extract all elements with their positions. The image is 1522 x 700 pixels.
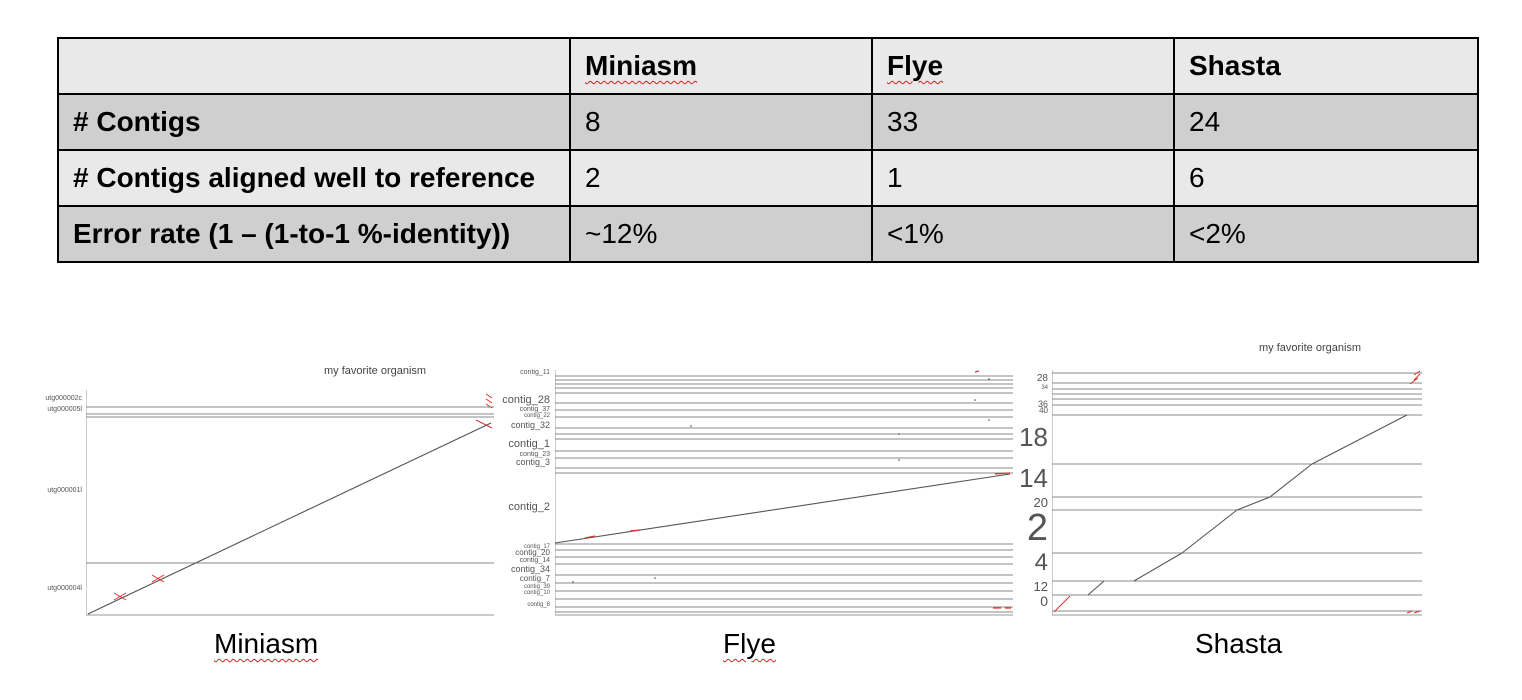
row-label: # Contigs: [57, 93, 571, 151]
y-label: 12: [1033, 579, 1048, 594]
alignment-segments: [1087, 414, 1408, 596]
assembler-comparison-table: Miniasm Flye Shasta # Contigs 8 33 24 # …: [57, 37, 1479, 263]
table-row: # Contigs 8 33 24: [57, 93, 1479, 151]
table-row: # Contigs aligned well to reference 2 1 …: [57, 149, 1479, 207]
alignment-diagonal: [555, 473, 1011, 544]
y-label: 36: [1037, 399, 1048, 409]
y-label: 0: [1040, 593, 1048, 609]
miniasm-plot-area: [86, 390, 494, 616]
y-label: utg000002c: [45, 395, 82, 402]
shasta-plot-area: [1052, 370, 1422, 616]
table-row: Error rate (1 – (1-to-1 %-identity)) ~12…: [57, 205, 1479, 263]
y-label: contig_20: [515, 548, 550, 557]
y-label: utg000005l: [47, 406, 82, 413]
inversion-marks: [584, 370, 1011, 609]
y-label: 14: [1019, 463, 1048, 493]
y-label: contig_3: [515, 457, 550, 467]
y-label: 40: [1039, 406, 1048, 415]
y-label: utg000004l: [47, 585, 82, 592]
y-label: contig_34: [510, 564, 550, 574]
shasta-plot-title: my favorite organism: [1259, 342, 1362, 354]
y-label: contig_22: [523, 413, 550, 419]
table-cell: 8: [569, 93, 873, 151]
header-shasta: Shasta: [1173, 37, 1479, 95]
y-label: contig_7: [519, 574, 550, 583]
header-miniasm-label: Miniasm: [585, 50, 698, 81]
header-row: Miniasm Flye Shasta: [57, 37, 1479, 95]
y-label: 18: [1019, 422, 1048, 452]
header-flye-label: Flye: [887, 50, 944, 81]
table-cell: ~12%: [569, 205, 873, 263]
header-miniasm: Miniasm: [569, 37, 873, 95]
y-label: contig_8: [527, 602, 550, 608]
y-label: contig_14: [519, 557, 550, 564]
contig-boundaries: [555, 375, 1013, 613]
table-cell: <2%: [1173, 205, 1479, 263]
y-label: contig_17: [523, 544, 550, 550]
flye-caption-label: Flye: [723, 628, 776, 659]
y-label: 2: [1026, 507, 1048, 549]
inversion-marks: [113, 393, 493, 601]
table-cell: 24: [1173, 93, 1479, 151]
y-label: 4: [1034, 549, 1048, 576]
y-label: contig_11: [520, 369, 550, 376]
y-label: contig_23: [519, 451, 550, 458]
y-label: 28: [1036, 373, 1048, 384]
table-cell: <1%: [871, 205, 1175, 263]
scattered-dots: [572, 378, 990, 583]
y-label: contig_10: [523, 590, 550, 596]
y-label: utg000001l: [47, 487, 82, 494]
y-label: contig_2: [508, 501, 550, 513]
y-label: 20: [1033, 495, 1048, 510]
shasta-caption: Shasta: [1195, 628, 1283, 659]
row-label: Error rate (1 – (1-to-1 %-identity)): [57, 205, 571, 263]
alignment-diagonal: [87, 422, 492, 615]
corner-cell: [57, 37, 571, 95]
header-flye: Flye: [871, 37, 1175, 95]
inversion-marks: [1053, 370, 1421, 614]
contig-boundaries: [1052, 372, 1422, 612]
table-cell: 2: [569, 149, 873, 207]
y-label: contig_39: [523, 584, 550, 590]
y-label: contig_37: [519, 406, 550, 413]
table-cell: 1: [871, 149, 1175, 207]
flye-plot-area: [555, 370, 1013, 616]
table-cell: 6: [1173, 149, 1479, 207]
flye-caption: Flye: [723, 628, 776, 660]
miniasm-plot-title: my favorite organism: [324, 365, 427, 377]
y-label: contig_28: [502, 394, 550, 406]
miniasm-caption: Miniasm: [214, 628, 318, 660]
y-label: contig_1: [508, 438, 550, 450]
miniasm-caption-label: Miniasm: [214, 628, 319, 659]
y-label: 34: [1041, 385, 1048, 391]
row-label: # Contigs aligned well to reference: [57, 149, 571, 207]
table-cell: 33: [871, 93, 1175, 151]
y-label: contig_32: [510, 420, 550, 430]
